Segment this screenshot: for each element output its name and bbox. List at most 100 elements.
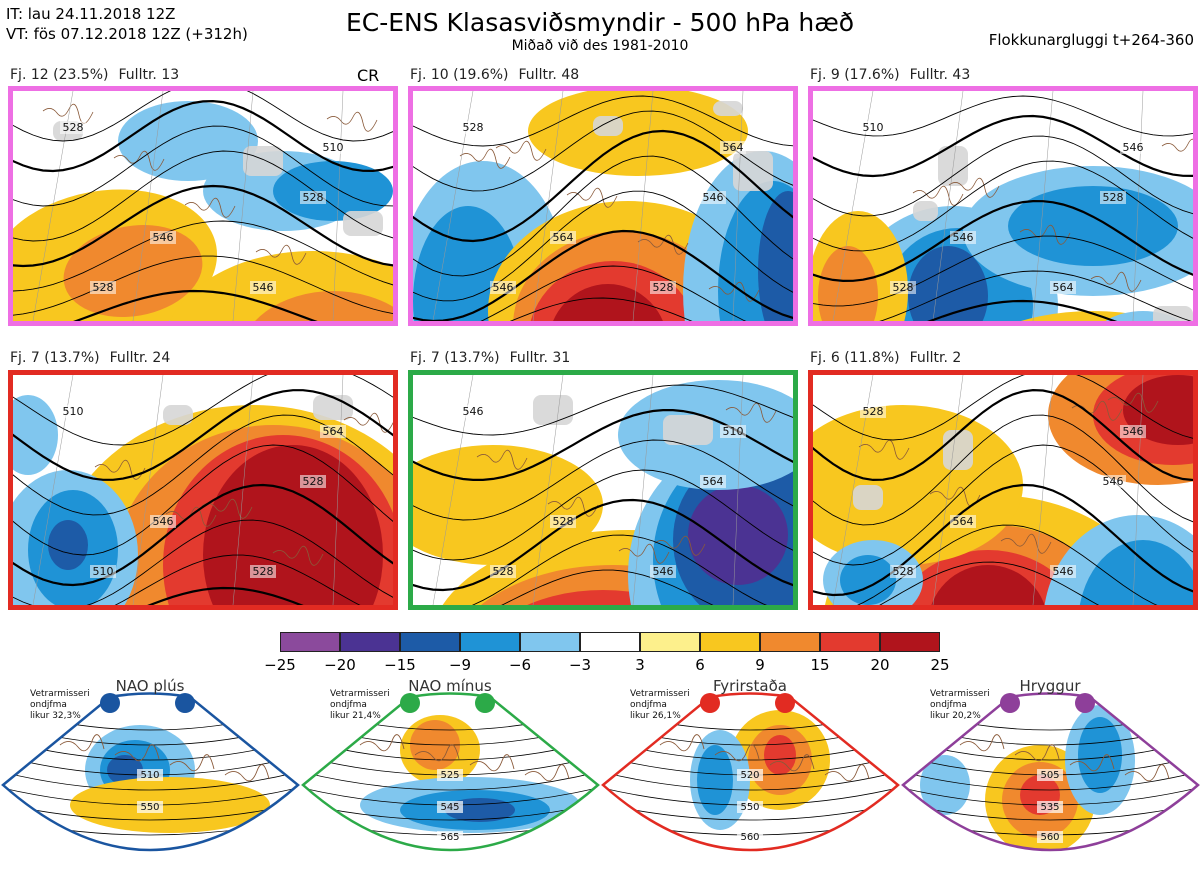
cluster-panel: 546 564 528 528 546 510 xyxy=(408,370,798,610)
anomaly-area xyxy=(840,555,896,605)
cluster-map: 528 546 564 528 546 546 xyxy=(813,375,1193,605)
contour-label: 550 xyxy=(140,802,159,813)
regime-info-line: likur 26,1% xyxy=(630,711,681,721)
contour-label-bg xyxy=(550,515,576,528)
cluster-map: 510 528 546 528 564 546 xyxy=(813,91,1193,321)
colorbar-tick: 9 xyxy=(755,656,765,674)
coastline xyxy=(654,535,706,556)
land-area xyxy=(733,151,773,191)
height-contour xyxy=(413,384,793,436)
valid-time: VT: fös 07.12.2018 12Z (+312h) xyxy=(6,25,248,43)
height-contour xyxy=(413,129,793,243)
coastline xyxy=(1014,744,1060,762)
contour-label-bg xyxy=(650,281,676,294)
coastline xyxy=(169,754,215,772)
regime-name: Fyrirstaða xyxy=(713,677,787,695)
coastline xyxy=(912,185,964,206)
contour-label: 528 xyxy=(893,281,914,294)
coastline xyxy=(59,734,105,752)
height-contour xyxy=(13,220,393,292)
cluster-representative: Fulltr. 48 xyxy=(518,67,580,83)
colorbar-swatch xyxy=(280,632,340,652)
contour-label: 528 xyxy=(653,281,674,294)
height-contour xyxy=(813,114,1193,178)
contour-label-bg xyxy=(1037,801,1063,813)
coastline xyxy=(929,486,981,507)
contour-label-bg xyxy=(300,191,326,204)
cluster-fraction: Fj. 12 (23.5%) xyxy=(10,67,109,83)
contour-label: 510 xyxy=(93,565,114,578)
graticule-line xyxy=(132,375,164,605)
colorbar-tick: 20 xyxy=(870,656,890,674)
cluster-panel: 528 528 546 528 546 510 xyxy=(8,86,398,326)
contour-label-bg xyxy=(150,231,176,244)
initial-time: IT: lau 24.11.2018 12Z xyxy=(6,5,176,23)
regime-marker xyxy=(100,693,120,713)
contour-label: 564 xyxy=(553,231,574,244)
page-title: EC-ENS Klasasviðsmyndir - 500 hPa hæð xyxy=(345,8,855,37)
height-contour xyxy=(501,569,714,605)
height-contour xyxy=(903,848,1198,850)
coastline xyxy=(459,148,511,169)
coastline xyxy=(165,506,217,527)
cluster-panel: 510 528 546 510 528 564 xyxy=(8,370,398,610)
regime-info: Vetrarmisseri ondjfma likur 32,3% xyxy=(30,689,90,722)
coastline xyxy=(824,764,870,782)
height-contour xyxy=(813,160,1193,252)
contour-label-bg xyxy=(950,515,976,528)
height-contour xyxy=(413,155,793,277)
coastline xyxy=(725,402,777,423)
height-contour xyxy=(813,414,1193,526)
coastline xyxy=(1107,392,1159,413)
coastline xyxy=(272,545,324,566)
contour-label-bg xyxy=(437,801,463,813)
regime-panel: 520 550 560 Fyrirstaða Vetrarmisseri ondjfma l… xyxy=(600,675,900,871)
anomaly-area xyxy=(697,745,733,815)
regime-info-line: ondjfma xyxy=(330,700,367,710)
height-contour xyxy=(813,235,1193,307)
coastline xyxy=(184,197,236,218)
anomaly-area xyxy=(413,445,603,565)
height-contour xyxy=(13,99,393,173)
colorbar-tick: −3 xyxy=(568,656,592,674)
regime-panel: 505 535 560 Hryggur Vetrarmisseri ondjfma liku… xyxy=(900,675,1200,871)
cluster-fraction: Fj. 10 (19.6%) xyxy=(410,67,509,83)
height-contour xyxy=(13,184,393,268)
contour-label: 528 xyxy=(93,281,114,294)
regime-frame xyxy=(901,692,1200,852)
colorbar-swatch xyxy=(400,632,460,652)
contour-label-bg xyxy=(860,405,886,418)
cluster-panel: 528 546 564 528 546 546 xyxy=(808,370,1198,610)
regime-map: 525 545 565 xyxy=(301,692,600,852)
contour-label: 564 xyxy=(1053,281,1074,294)
colorbar-tick: 6 xyxy=(695,656,705,674)
contour-label: 528 xyxy=(303,191,324,204)
contour-label: 560 xyxy=(740,832,759,843)
land-area xyxy=(163,405,193,425)
graticule-line xyxy=(232,375,254,605)
contour-label: 564 xyxy=(703,475,724,488)
anomaly-area xyxy=(920,755,970,815)
height-contour xyxy=(13,389,393,481)
contour-label: 528 xyxy=(253,565,274,578)
coastline xyxy=(547,496,599,517)
land-area xyxy=(853,485,883,510)
regime-name: NAO mínus xyxy=(408,677,492,695)
colorbar-swatch xyxy=(820,632,880,652)
regime-info: Vetrarmisseri ondjfma likur 21,4% xyxy=(330,689,390,722)
colorbar-tick: −9 xyxy=(448,656,472,674)
contour-label-bg xyxy=(490,565,516,578)
regime-marker xyxy=(775,693,795,713)
height-contour xyxy=(603,848,898,850)
anomaly-area xyxy=(758,191,793,321)
coastline xyxy=(414,744,460,762)
colorbar-tick: −15 xyxy=(384,656,416,674)
contour-label-bg xyxy=(300,475,326,488)
contour-label: 505 xyxy=(1040,770,1059,781)
coastline xyxy=(959,734,1005,752)
regime-marker xyxy=(475,693,495,713)
height-contour xyxy=(813,483,1193,597)
coastline xyxy=(1090,271,1142,292)
coastline xyxy=(114,744,160,762)
coastline xyxy=(469,754,515,772)
